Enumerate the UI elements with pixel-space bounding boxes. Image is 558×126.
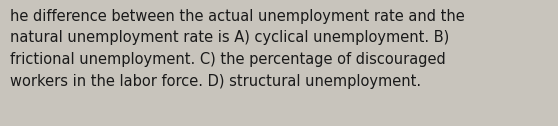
Text: he difference between the actual unemployment rate and the
natural unemployment : he difference between the actual unemplo… (10, 9, 465, 89)
